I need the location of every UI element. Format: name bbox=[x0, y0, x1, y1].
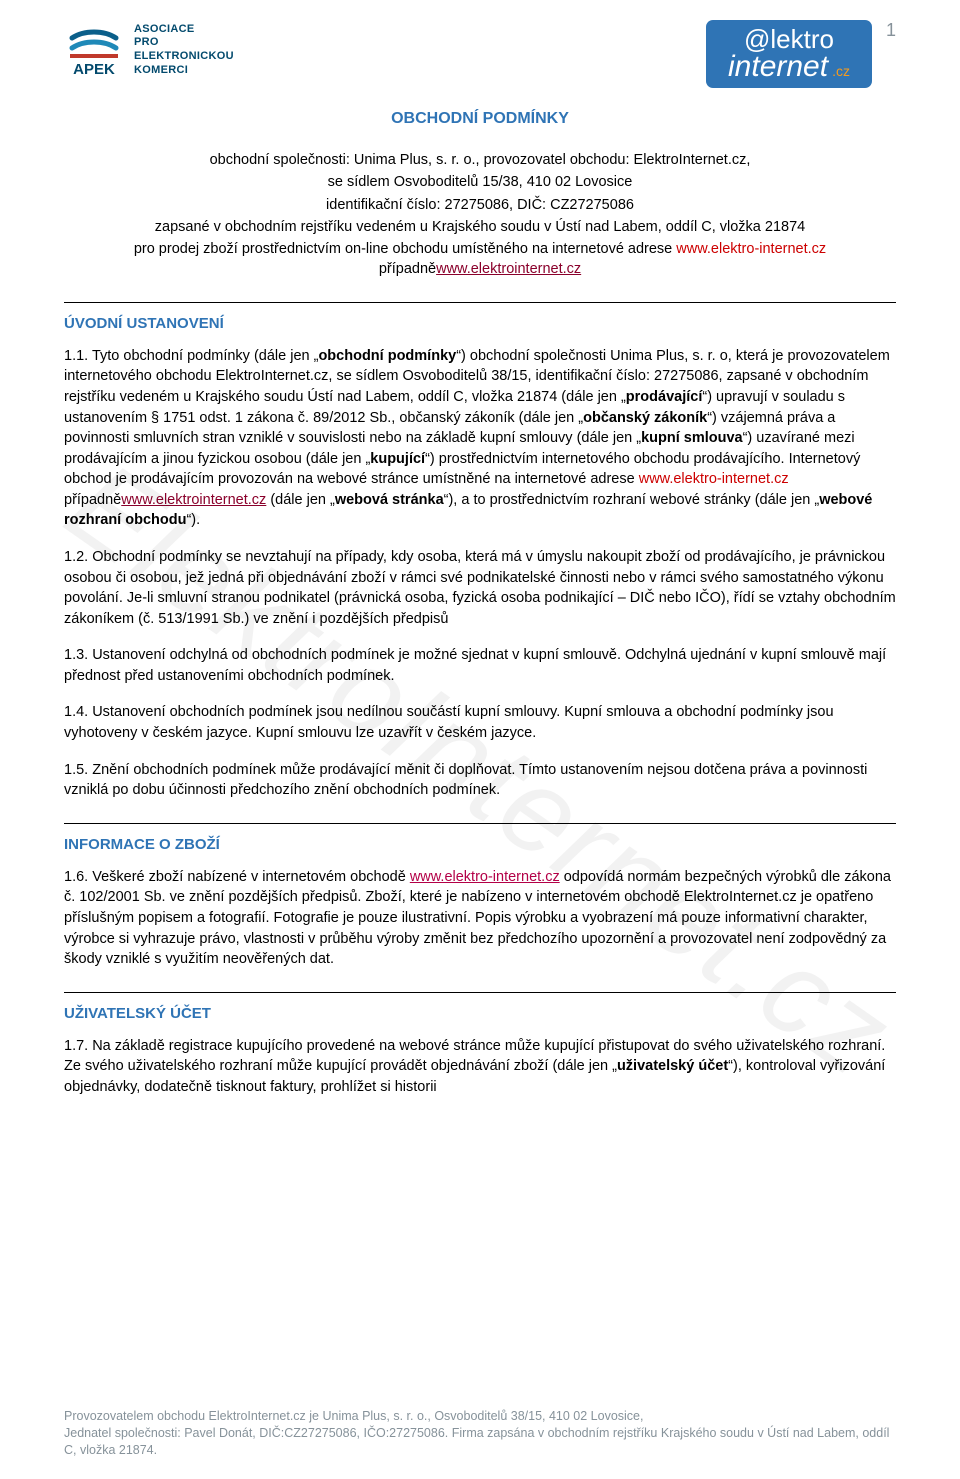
apek-text: ASOCIACE PRO ELEKTRONICKOU KOMERCI bbox=[134, 23, 234, 78]
elektro-line1: @lektro bbox=[728, 26, 850, 52]
para-1-3: 1.3. Ustanovení odchylná od obchodních p… bbox=[64, 645, 896, 686]
divider bbox=[64, 823, 896, 824]
intro-line: obchodní společnosti: Unima Plus, s. r. … bbox=[64, 150, 896, 170]
elektro-badge: @lektro internet.cz bbox=[706, 20, 872, 88]
footer: Provozovatelem obchodu ElektroInternet.c… bbox=[64, 1408, 896, 1459]
para-1-4: 1.4. Ustanovení obchodních podmínek jsou… bbox=[64, 702, 896, 743]
apek-word: APEK bbox=[73, 61, 115, 78]
divider bbox=[64, 302, 896, 303]
apek-line: PRO bbox=[134, 36, 234, 50]
apek-mark-icon: APEK bbox=[64, 20, 124, 80]
apek-line: KOMERCI bbox=[134, 64, 234, 78]
link-elektrointernet[interactable]: www.elektrointernet.cz bbox=[121, 492, 266, 508]
section-heading-uvodni: ÚVODNÍ USTANOVENÍ bbox=[64, 315, 896, 332]
apek-logo: APEK ASOCIACE PRO ELEKTRONICKOU KOMERCI bbox=[64, 20, 234, 80]
link-elektro-internet[interactable]: www.elektro-internet.cz bbox=[410, 869, 560, 885]
link-elektro-internet[interactable]: www.elektro-internet.cz bbox=[639, 471, 789, 487]
header: APEK ASOCIACE PRO ELEKTRONICKOU KOMERCI … bbox=[64, 20, 896, 88]
link-elektro-internet[interactable]: www.elektro-internet.cz bbox=[676, 241, 826, 257]
para-1-6: 1.6. Veškeré zboží nabízené v internetov… bbox=[64, 867, 896, 970]
para-1-5: 1.5. Znění obchodních podmínek může prod… bbox=[64, 760, 896, 801]
intro-line: zapsané v obchodním rejstříku vedeném u … bbox=[64, 217, 896, 237]
para-1-1: 1.1. Tyto obchodní podmínky (dále jen „o… bbox=[64, 346, 896, 531]
intro-text: pro prodej zboží prostřednictvím on-line… bbox=[134, 241, 676, 257]
section-heading-ucet: UŽIVATELSKÝ ÚČET bbox=[64, 1005, 896, 1022]
page-number: 1 bbox=[886, 20, 896, 41]
intro-line: se sídlem Osvoboditelů 15/38, 410 02 Lov… bbox=[64, 172, 896, 192]
elektro-cz: .cz bbox=[832, 63, 850, 79]
intro-text: případně bbox=[379, 261, 436, 277]
link-elektrointernet[interactable]: www.elektrointernet.cz bbox=[436, 261, 581, 277]
intro-line: pro prodej zboží prostřednictvím on-line… bbox=[64, 239, 896, 280]
elektro-line2: internet.cz bbox=[728, 52, 850, 82]
footer-line: Provozovatelem obchodu ElektroInternet.c… bbox=[64, 1408, 896, 1425]
intro-line: identifikační číslo: 27275086, DIČ: CZ27… bbox=[64, 195, 896, 215]
divider bbox=[64, 992, 896, 993]
page: ElektroInternet.cz APEK ASOCIACE PRO ELE… bbox=[0, 0, 960, 1479]
apek-line: ASOCIACE bbox=[134, 23, 234, 37]
section-heading-informace: INFORMACE O ZBOŽÍ bbox=[64, 836, 896, 853]
para-1-2: 1.2. Obchodní podmínky se nevztahují na … bbox=[64, 547, 896, 629]
document-title: OBCHODNÍ PODMÍNKY bbox=[64, 110, 896, 128]
apek-line: ELEKTRONICKOU bbox=[134, 50, 234, 64]
para-1-7: 1.7. Na základě registrace kupujícího pr… bbox=[64, 1036, 896, 1098]
footer-line: Jednatel společnosti: Pavel Donát, DIČ:C… bbox=[64, 1425, 896, 1459]
